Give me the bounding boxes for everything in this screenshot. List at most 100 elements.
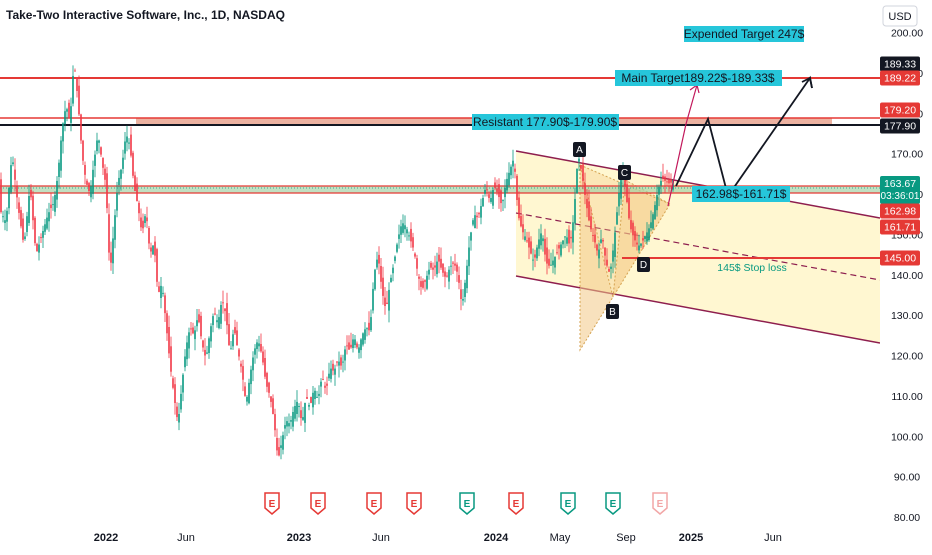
- candle-body: [260, 344, 262, 352]
- price-tag-label: 189.33: [884, 59, 916, 71]
- candle-body: [290, 420, 292, 422]
- candle-body: [652, 214, 654, 229]
- candle-body: [596, 244, 598, 251]
- annotations-layer: Expended Target 247$ Main Target189.22$-…: [472, 26, 805, 319]
- time-axis[interactable]: 2022 Jun 2023 Jun 2024 May Sep 2025 Jun: [94, 532, 782, 544]
- candle-body: [110, 252, 112, 263]
- candle-body: [620, 174, 622, 199]
- candle-body: [234, 327, 236, 334]
- earnings-marker[interactable]: [560, 492, 576, 515]
- candle-body: [328, 373, 330, 379]
- candle-body: [98, 140, 100, 143]
- candle-body: [456, 264, 458, 272]
- candle-body: [466, 265, 468, 289]
- candle-body: [422, 280, 424, 288]
- candle-body: [300, 410, 302, 419]
- earnings-marker[interactable]: [310, 492, 326, 515]
- currency-button[interactable]: [882, 5, 918, 27]
- candle-body: [566, 237, 568, 244]
- candle-body: [72, 75, 74, 104]
- candle-body: [52, 204, 54, 206]
- candle-body: [302, 417, 304, 420]
- candle-body: [470, 232, 472, 241]
- candle-body: [10, 165, 12, 193]
- candle-body: [214, 313, 216, 315]
- candle-body: [604, 247, 606, 256]
- candle-body: [130, 134, 132, 156]
- candle-body: [364, 329, 366, 340]
- candle-body: [178, 414, 180, 423]
- candle-body: [654, 205, 656, 220]
- candle-body: [0, 179, 2, 213]
- candle-body: [584, 183, 586, 195]
- price-tag-label: 179.20: [884, 105, 916, 117]
- candle-body: [310, 396, 312, 403]
- point-c-label: C: [621, 168, 628, 179]
- candle-body: [222, 302, 224, 304]
- candle-body: [318, 393, 320, 396]
- candle-body: [34, 217, 36, 244]
- candle-body: [664, 176, 666, 181]
- earnings-marker[interactable]: [459, 492, 475, 515]
- candle-body: [66, 109, 68, 112]
- candle-body: [644, 236, 646, 239]
- candle-body: [164, 295, 166, 314]
- candle-body: [610, 266, 612, 269]
- earnings-marker[interactable]: [406, 492, 422, 515]
- support-zone-box: [692, 186, 790, 202]
- earnings-marker[interactable]: [605, 492, 621, 515]
- y-tick-label: 100.00: [891, 431, 923, 443]
- candle-body: [358, 347, 360, 353]
- x-tick-label: Jun: [372, 532, 390, 544]
- candle-body: [472, 220, 474, 225]
- point-d-label: D: [640, 260, 647, 271]
- earnings-marker[interactable]: [366, 492, 382, 515]
- candle-body: [670, 179, 672, 183]
- candle-body: [538, 239, 540, 249]
- candle-body: [374, 269, 376, 290]
- earnings-marker[interactable]: [264, 492, 280, 515]
- candle-body: [14, 169, 16, 180]
- point-b-label: B: [609, 307, 616, 318]
- earnings-marker[interactable]: [508, 492, 524, 515]
- candle-body: [74, 70, 76, 72]
- x-tick-label: 2025: [679, 532, 703, 544]
- candle-body: [18, 202, 20, 213]
- candle-body: [542, 238, 544, 242]
- candle-body: [516, 175, 518, 200]
- candle-body: [534, 254, 536, 258]
- candle-body: [432, 267, 434, 270]
- x-tick-label: Jun: [764, 532, 782, 544]
- countdown-label: 03:36:01: [881, 191, 920, 202]
- candle-body: [508, 172, 510, 186]
- candle-body: [552, 260, 554, 266]
- candle-body: [514, 168, 516, 172]
- resistant-label: Resistant 177.90$-179.90$: [473, 115, 617, 129]
- currency-label[interactable]: USD: [888, 11, 911, 23]
- y-tick-label: 80.00: [894, 512, 920, 524]
- candle-body: [406, 229, 408, 234]
- candle-body: [332, 363, 334, 371]
- candle-body: [316, 396, 318, 398]
- price-axis-bg[interactable]: [880, 0, 932, 550]
- candle-body: [172, 378, 174, 388]
- candle-body: [90, 185, 92, 198]
- candle-body: [194, 330, 196, 340]
- candle-body: [4, 220, 6, 223]
- earnings-marker[interactable]: [652, 492, 668, 515]
- candle-body: [444, 271, 446, 277]
- candle-body: [446, 275, 448, 277]
- candle-body: [396, 244, 398, 252]
- support-zone: [0, 186, 880, 193]
- chart-title: Take-Two Interactive Software, Inc., 1D,…: [6, 8, 285, 22]
- candle-body: [268, 382, 270, 393]
- candle-body: [586, 198, 588, 209]
- earnings-marker-label: E: [371, 499, 378, 510]
- candle-body: [458, 275, 460, 283]
- candle-body: [46, 217, 48, 229]
- candle-body: [272, 398, 274, 414]
- candle-body: [606, 259, 608, 266]
